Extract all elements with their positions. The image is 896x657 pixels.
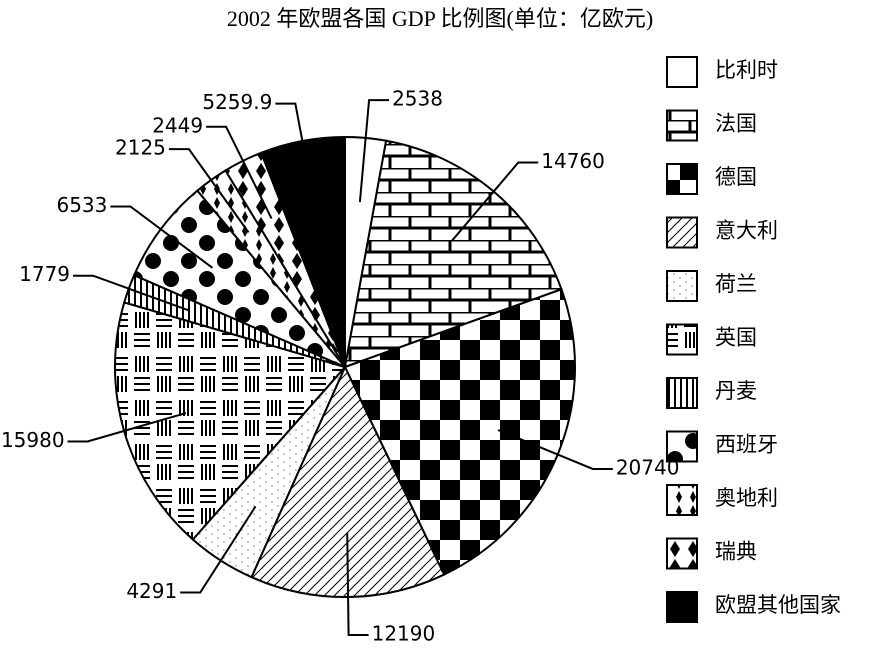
leader-line (67, 412, 187, 443)
legend-label: 意大利 (715, 218, 778, 242)
leader-line (168, 148, 250, 233)
leader-line (110, 205, 213, 269)
chart-title: 2002 年欧盟各国 GDP 比例图(单位：亿欧元) (227, 6, 653, 31)
data-label: 2125 (115, 136, 166, 160)
data-label: 2449 (152, 113, 203, 137)
legend-swatch (666, 109, 698, 142)
legend-label: 奥地利 (715, 486, 778, 510)
legend-swatch (666, 537, 698, 570)
leader-line (497, 429, 613, 470)
leader-line (346, 532, 369, 636)
legend-label: 欧盟其他国家 (715, 593, 841, 617)
legend-label: 英国 (715, 325, 757, 349)
legend-swatch (666, 591, 698, 623)
legend-label: 法国 (715, 111, 757, 135)
legend-swatch (666, 163, 698, 195)
leader-line (73, 274, 190, 312)
leader-line (206, 125, 273, 220)
legend-label: 德国 (715, 165, 757, 189)
leader-line (180, 505, 257, 594)
legend-swatch (666, 377, 698, 409)
data-label: 1779 (19, 262, 70, 286)
data-label: 15980 (1, 428, 65, 452)
legend-swatch (666, 430, 698, 463)
legend-label: 比利时 (715, 58, 778, 82)
legend-label: 荷兰 (715, 272, 757, 296)
legend-swatch (666, 323, 698, 356)
legend-label: 丹麦 (715, 379, 757, 403)
legend-label: 西班牙 (715, 432, 778, 456)
legend-swatch (666, 270, 698, 302)
legend-swatch (666, 216, 698, 249)
data-label: 5259.9 (202, 90, 272, 114)
legend-label: 瑞典 (715, 539, 757, 563)
data-label: 2538 (392, 87, 443, 111)
data-label: 14760 (541, 149, 605, 173)
legend-swatch (666, 484, 698, 516)
leader-line (275, 102, 316, 205)
leader-line (451, 161, 539, 242)
data-label: 4291 (126, 579, 177, 603)
legend-swatch (666, 56, 698, 88)
data-label: 12190 (372, 621, 436, 645)
data-label: 6533 (56, 193, 107, 217)
leader-line (358, 99, 390, 203)
